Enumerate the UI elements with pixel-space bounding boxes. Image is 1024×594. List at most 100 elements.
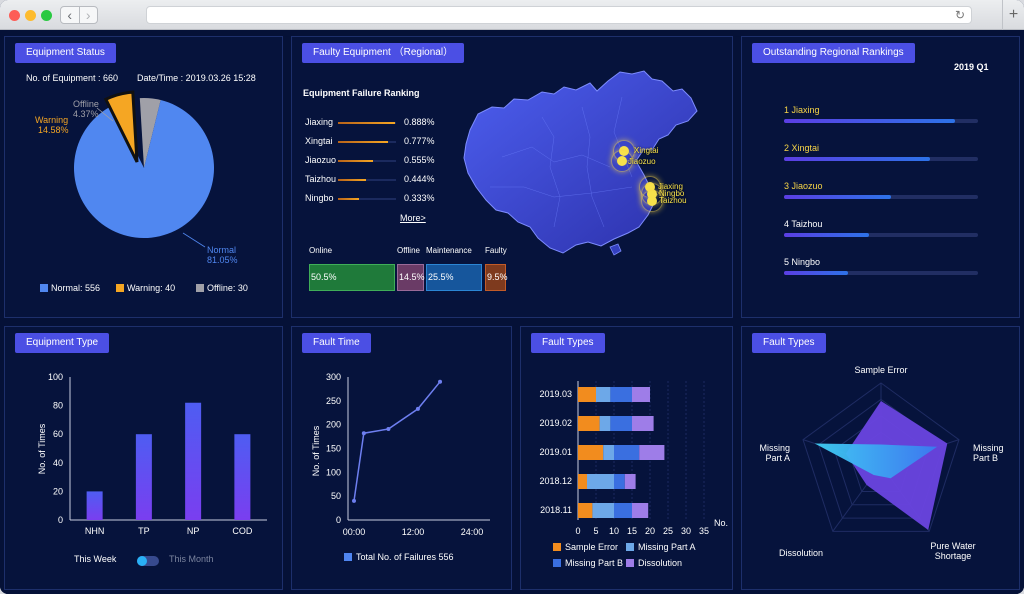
- bar-segment: [614, 474, 625, 489]
- x-tick-label: TP: [138, 526, 150, 536]
- y-tick-label: 40: [53, 458, 63, 468]
- status-label: Faulty: [485, 246, 507, 255]
- line-point: [361, 431, 366, 436]
- x-tick-label: 25: [663, 526, 673, 536]
- map-marker-label: Ningbo: [659, 189, 685, 198]
- pie-slice-normal: [73, 100, 214, 238]
- ranking-item-bar: [784, 233, 870, 237]
- ranking-city: Jiaozuo: [305, 155, 337, 165]
- y-tick-label: 200: [326, 420, 341, 430]
- x-axis-title: No.: [714, 518, 728, 528]
- pie-slice-offline: [139, 98, 161, 168]
- period-toggle[interactable]: [137, 556, 159, 566]
- y-tick-label: 2019.01: [539, 447, 572, 457]
- map-marker-dot: [647, 196, 657, 206]
- bar-segment: [632, 387, 650, 402]
- ranking-track: [338, 179, 396, 181]
- ranking-value: 0.333%: [404, 193, 435, 203]
- reload-icon[interactable]: ↻: [954, 8, 965, 22]
- legend-swatch: [116, 284, 124, 292]
- radar-axis-label: Part A: [765, 453, 790, 463]
- bar-segment: [639, 445, 665, 460]
- line-point: [415, 406, 420, 411]
- legend-swatch: [344, 553, 352, 561]
- ranking-item-label: 2 Xingtai: [784, 143, 820, 153]
- ranking-title: Equipment Failure Ranking: [303, 88, 420, 98]
- status-label: Online: [309, 246, 333, 255]
- ranking-item-label: 5 Ningbo: [784, 257, 821, 267]
- ranking-bar: [338, 122, 395, 124]
- bar-segment: [614, 503, 632, 518]
- ranking-bar: [338, 179, 367, 181]
- browser-titlebar: ‹ › ↻ +: [0, 0, 1024, 30]
- radar-axis-label: Pure Water: [930, 541, 975, 551]
- pie-slice-warning: [103, 90, 139, 163]
- regional-rankings-panel: Outstanding Regional Rankings 2019 Q1 1 …: [741, 36, 1020, 318]
- radar-axis-label: Missing: [973, 443, 1004, 453]
- ranking-track: [338, 198, 396, 200]
- back-button[interactable]: ‹: [67, 7, 73, 23]
- ranking-item-bar: [784, 195, 891, 199]
- ranking-item-bar: [784, 119, 955, 123]
- bar-np: [185, 402, 202, 520]
- map-marker-ring: [611, 150, 633, 172]
- panel-title: Fault Types: [752, 333, 826, 353]
- minimize-window-button[interactable]: [25, 10, 36, 21]
- ranking-value: 0.888%: [404, 117, 435, 127]
- more-link[interactable]: More>: [400, 213, 426, 223]
- legend-label: Offline: 30: [207, 283, 248, 293]
- ranking-item-bar: [784, 157, 930, 161]
- offline-leader-line: [96, 107, 114, 122]
- this-week-label: This Week: [74, 554, 117, 564]
- y-tick-label: 100: [326, 467, 341, 477]
- legend-swatch: [553, 559, 561, 567]
- equipment-status-panel: Equipment Status No. of Equipment : 660 …: [4, 36, 283, 318]
- close-window-button[interactable]: [9, 10, 20, 21]
- bar-segment: [610, 387, 632, 402]
- radar-axis-label: Dissolution: [779, 548, 823, 558]
- x-tick-label: 5: [593, 526, 598, 536]
- fault-time-chart: 0 50 100 150 200 250 300 No. of Times 00:00 12:00…: [311, 372, 490, 537]
- maximize-window-button[interactable]: [41, 10, 52, 21]
- address-bar[interactable]: ↻: [146, 6, 972, 24]
- equipment-type-chart: 0 20 40 60 80 100 No. of Times NHN TP NP COD: [37, 372, 267, 536]
- legend-label: Dissolution: [638, 558, 682, 568]
- bar-nhn: [86, 491, 103, 520]
- ranking-bar: [338, 141, 388, 143]
- ranking-bar: [338, 160, 374, 162]
- legend-swatch: [196, 284, 204, 292]
- radar-grid-ring: [802, 382, 960, 532]
- normal-label-name: Normal: [207, 245, 236, 255]
- x-tick-label: 10: [609, 526, 619, 536]
- y-axis-title: No. of Times: [311, 425, 321, 476]
- panel-title: Fault Types: [531, 333, 605, 353]
- fault-types-stacked-bar: 0 5 10 15 20 25 30 35 No. 2019.03 2019.02 2019.01 20…: [539, 381, 728, 568]
- bar-segment: [632, 503, 649, 518]
- map-marker-label: Xingtai: [634, 146, 659, 155]
- ranking-item-label: 3 Jiaozuo: [784, 181, 823, 191]
- panel-title: Fault Time: [302, 333, 371, 353]
- new-tab-button[interactable]: +: [1002, 0, 1024, 30]
- ranking-period: 2019 Q1: [954, 62, 989, 72]
- y-tick-label: 60: [53, 429, 63, 439]
- bar-segment: [578, 387, 596, 402]
- forward-button[interactable]: ›: [78, 7, 98, 23]
- ranking-item-track: [784, 233, 978, 237]
- ranking-city: Ningbo: [305, 193, 334, 203]
- status-label: Maintenance: [426, 246, 472, 255]
- ranking-value: 0.444%: [404, 174, 435, 184]
- bar-segment: [596, 387, 611, 402]
- legend-label: Normal: 556: [51, 283, 101, 293]
- x-tick-label: 15: [627, 526, 637, 536]
- map-marker-label: Jiaxing: [658, 182, 683, 191]
- y-tick-label: 100: [48, 372, 63, 382]
- bar-segment: [624, 474, 636, 489]
- line-point: [352, 498, 356, 503]
- panel-title: Faulty Equipment （Regional）: [302, 43, 465, 63]
- legend-label: Missing Part B: [565, 558, 623, 568]
- y-tick-label: 80: [53, 401, 63, 411]
- y-tick-label: 0: [58, 515, 63, 525]
- bar-segment: [578, 416, 600, 431]
- line-point: [386, 426, 391, 431]
